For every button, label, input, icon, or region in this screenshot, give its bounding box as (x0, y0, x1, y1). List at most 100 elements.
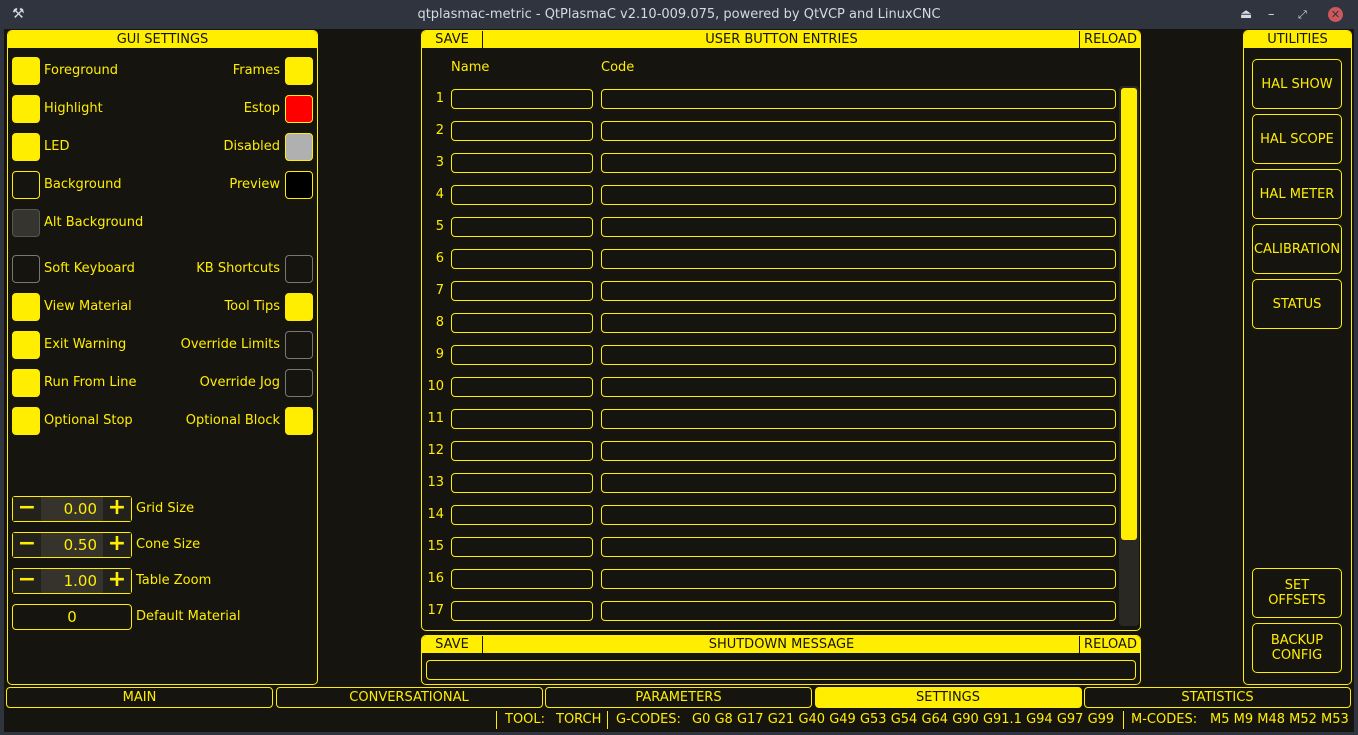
user-button-name-input[interactable] (451, 473, 593, 493)
user-button-name-input[interactable] (451, 185, 593, 205)
tool-value: TORCH (556, 712, 602, 727)
highlight-color-button[interactable] (12, 95, 40, 123)
decrement-icon[interactable]: − (13, 569, 41, 593)
table-zoom-value[interactable]: 1.00 (41, 569, 103, 593)
tool-tips-checkbox[interactable] (285, 293, 313, 321)
user-button-code-input[interactable] (601, 121, 1116, 141)
hal-scope-button[interactable]: HAL SCOPE (1252, 114, 1342, 164)
led-color-button[interactable] (12, 133, 40, 161)
user-button-name-input[interactable] (451, 345, 593, 365)
user-button-code-input[interactable] (601, 601, 1116, 621)
background-color-button[interactable] (12, 171, 40, 199)
grid-size-spinbox[interactable]: −0.00 + (12, 496, 132, 522)
optional-block-checkbox[interactable] (285, 407, 313, 435)
alt-background-color-button[interactable] (12, 209, 40, 237)
user-buttons-save-button[interactable]: SAVE (422, 31, 483, 48)
user-button-name-input[interactable] (451, 89, 593, 109)
user-button-code-input[interactable] (601, 473, 1116, 493)
user-button-code-input[interactable] (601, 377, 1116, 397)
shutdown-save-button[interactable]: SAVE (422, 636, 483, 653)
exit-warning-label: Exit Warning (44, 337, 127, 352)
tab-statistics[interactable]: STATISTICS (1084, 687, 1351, 708)
cone-size-value[interactable]: 0.50 (41, 533, 103, 557)
user-button-code-input[interactable] (601, 89, 1116, 109)
grid-size-value[interactable]: 0.00 (41, 497, 103, 521)
user-button-name-input[interactable] (451, 601, 593, 621)
user-button-name-input[interactable] (451, 409, 593, 429)
user-button-name-input[interactable] (451, 281, 593, 301)
user-button-code-input[interactable] (601, 281, 1116, 301)
estop-color-button[interactable] (285, 95, 313, 123)
table-zoom-spinbox[interactable]: −1.00 + (12, 568, 132, 594)
user-button-code-input[interactable] (601, 505, 1116, 525)
backup-config-button[interactable]: BACKUP CONFIG (1252, 623, 1342, 673)
user-button-name-input[interactable] (451, 569, 593, 589)
user-button-code-input[interactable] (601, 217, 1116, 237)
user-button-code-input[interactable] (601, 313, 1116, 333)
user-button-name-input[interactable] (451, 153, 593, 173)
set-offsets-button[interactable]: SET OFFSETS (1252, 568, 1342, 618)
row-number: 10 (427, 379, 444, 394)
user-button-name-input[interactable] (451, 313, 593, 333)
shutdown-message-input[interactable] (426, 660, 1136, 680)
tab-settings[interactable]: SETTINGS (814, 687, 1082, 708)
shutdown-reload-button[interactable]: RELOAD (1079, 636, 1141, 653)
user-button-code-input[interactable] (601, 249, 1116, 269)
default-material-input[interactable]: 0 (12, 604, 132, 630)
exit-warning-checkbox[interactable] (12, 331, 40, 359)
scrollbar-track[interactable] (1119, 86, 1139, 626)
cone-size-spinbox[interactable]: −0.50 + (12, 532, 132, 558)
row-number: 12 (427, 443, 444, 458)
main-window: GUI SETTINGS Foreground Highlight LED Backg… (4, 29, 1354, 732)
user-button-code-input[interactable] (601, 537, 1116, 557)
view-material-checkbox[interactable] (12, 293, 40, 321)
optional-stop-checkbox[interactable] (12, 407, 40, 435)
user-button-code-input[interactable] (601, 409, 1116, 429)
increment-icon[interactable]: + (103, 497, 131, 521)
user-button-name-input[interactable] (451, 441, 593, 461)
foreground-color-button[interactable] (12, 57, 40, 85)
tab-conversational[interactable]: CONVERSATIONAL (275, 687, 543, 708)
override-limits-checkbox[interactable] (285, 331, 313, 359)
user-button-code-input[interactable] (601, 153, 1116, 173)
run-from-line-label: Run From Line (44, 375, 137, 390)
disabled-color-button[interactable] (285, 133, 313, 161)
user-button-name-input[interactable] (451, 377, 593, 397)
user-button-code-input[interactable] (601, 345, 1116, 365)
frames-color-button[interactable] (285, 57, 313, 85)
minimize-icon[interactable]: – (1268, 7, 1275, 22)
override-jog-checkbox[interactable] (285, 369, 313, 397)
user-button-code-input[interactable] (601, 185, 1116, 205)
close-icon[interactable]: ✕ (1328, 7, 1343, 22)
user-button-code-input[interactable] (601, 569, 1116, 589)
user-button-name-input[interactable] (451, 121, 593, 141)
user-button-name-input[interactable] (451, 537, 593, 557)
cone-size-label: Cone Size (136, 537, 201, 552)
maximize-icon[interactable]: ⤢ (1298, 8, 1307, 21)
soft-keyboard-checkbox[interactable] (12, 255, 40, 283)
preview-color-button[interactable] (285, 171, 313, 199)
kb-shortcuts-checkbox[interactable] (285, 255, 313, 283)
tab-parameters[interactable]: PARAMETERS (545, 687, 812, 708)
tab-main[interactable]: MAIN (6, 687, 273, 708)
user-button-entries-panel: SAVE USER BUTTON ENTRIES RELOAD Name Cod… (421, 30, 1141, 631)
shutdown-message-panel: SAVE SHUTDOWN MESSAGE RELOAD (421, 635, 1141, 685)
scrollbar-handle[interactable] (1121, 88, 1137, 540)
user-button-name-input[interactable] (451, 505, 593, 525)
calibration-button[interactable]: CALIBRATION (1252, 224, 1342, 274)
decrement-icon[interactable]: − (13, 497, 41, 521)
user-button-name-input[interactable] (451, 249, 593, 269)
increment-icon[interactable]: + (103, 569, 131, 593)
run-from-line-checkbox[interactable] (12, 369, 40, 397)
user-button-name-input[interactable] (451, 217, 593, 237)
user-buttons-reload-button[interactable]: RELOAD (1079, 31, 1141, 48)
user-button-code-input[interactable] (601, 441, 1116, 461)
hal-meter-button[interactable]: HAL METER (1252, 169, 1342, 219)
increment-icon[interactable]: + (103, 533, 131, 557)
status-button[interactable]: STATUS (1252, 279, 1342, 329)
keep-above-icon[interactable]: ⏏ (1240, 7, 1253, 22)
hal-show-button[interactable]: HAL SHOW (1252, 59, 1342, 109)
optional-stop-label: Optional Stop (44, 413, 133, 428)
utilities-title: UTILITIES (1244, 31, 1351, 48)
decrement-icon[interactable]: − (13, 533, 41, 557)
